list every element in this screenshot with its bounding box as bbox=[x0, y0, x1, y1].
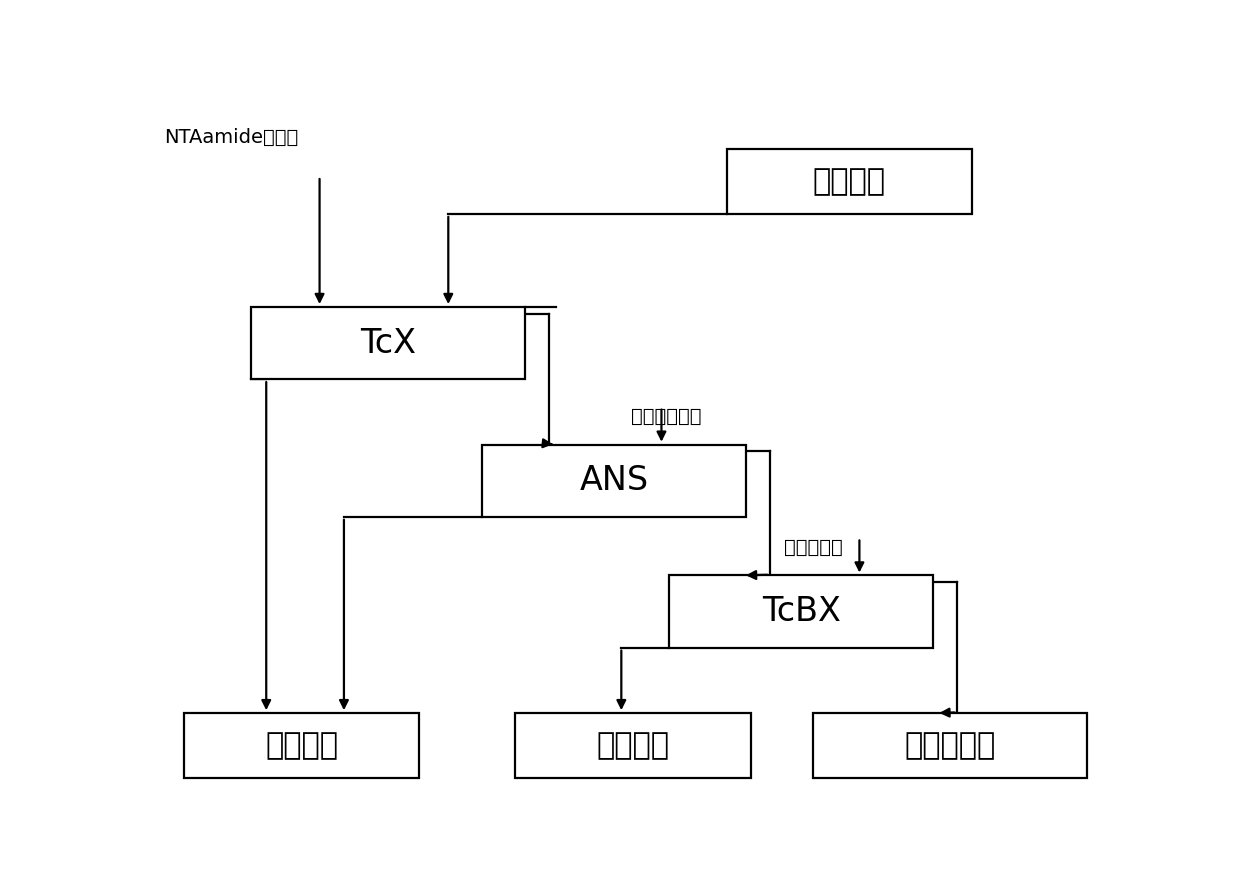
Text: ANS: ANS bbox=[579, 464, 649, 497]
Text: 锝产品液: 锝产品液 bbox=[596, 731, 670, 760]
Text: 含草酸洗涤剂: 含草酸洗涤剂 bbox=[631, 407, 701, 426]
Bar bbox=[670, 576, 934, 647]
Bar bbox=[481, 444, 746, 517]
Text: NTAamide萃取剂: NTAamide萃取剂 bbox=[165, 128, 299, 147]
Bar bbox=[813, 713, 1087, 779]
Text: 碱性反萃剂: 碱性反萃剂 bbox=[785, 537, 843, 557]
Text: TcBX: TcBX bbox=[761, 595, 841, 628]
Text: 去溶剂复用: 去溶剂复用 bbox=[905, 731, 996, 760]
Bar bbox=[184, 713, 419, 779]
Text: 水相废液: 水相废液 bbox=[265, 731, 339, 760]
Text: TcX: TcX bbox=[360, 326, 417, 359]
Text: 料液调酸: 料液调酸 bbox=[813, 167, 885, 196]
Bar bbox=[516, 713, 750, 779]
Bar bbox=[250, 307, 525, 379]
Bar bbox=[727, 148, 972, 214]
